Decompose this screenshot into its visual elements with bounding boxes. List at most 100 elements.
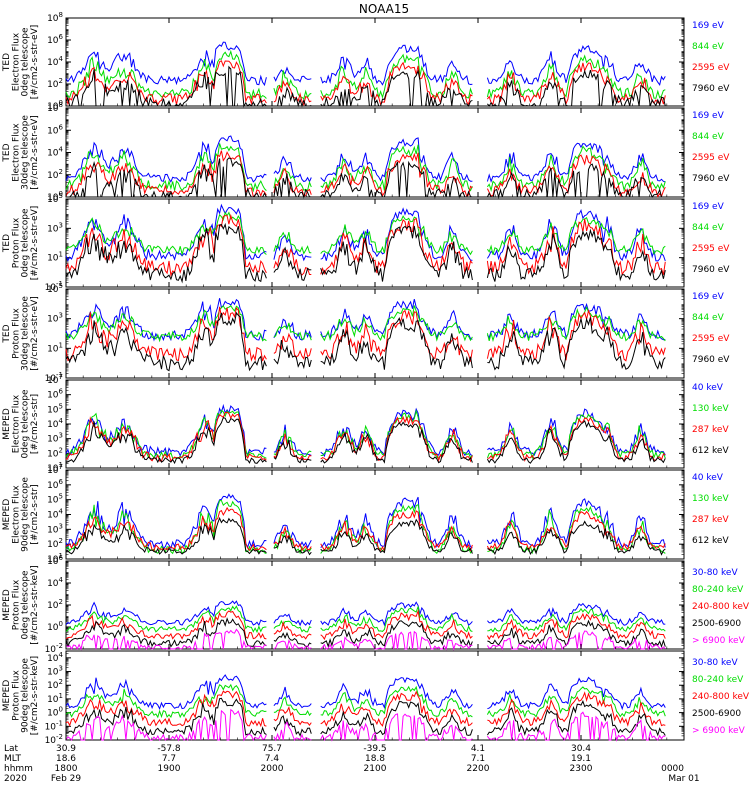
y-axis-label: TEDProton Flux30deg telescope[#/cm2-s-st… xyxy=(2,296,40,371)
y-tick-label: 100 xyxy=(47,706,63,719)
series-line-7960-ev xyxy=(65,222,666,284)
y-tick-label: 107 xyxy=(47,373,63,386)
series-line-612-kev xyxy=(65,516,666,556)
legend-label: > 6900 keV xyxy=(692,636,746,646)
series-line--6900-kev xyxy=(65,708,666,742)
footer-lat-value: 30.4 xyxy=(571,744,591,754)
y-tick-label: 10-2 xyxy=(45,733,63,746)
footer-lat-value: -57.8 xyxy=(157,744,181,754)
y-tick-label: 10-2 xyxy=(45,642,63,655)
legend: 40 keV 130 keV 287 keV 612 keV xyxy=(692,383,729,456)
legend-label: 612 keV xyxy=(692,536,729,546)
legend-label: 287 keV xyxy=(692,515,729,525)
panel-2: 100 102 104 106 108 TEDElectron Flux30deg tel… xyxy=(2,101,730,203)
footer-hhmm-value: 2200 xyxy=(467,764,490,774)
legend-label: 844 eV xyxy=(692,223,725,233)
legend: 30-80 keV 80-240 keV 240-800 keV 2500-6900 >… xyxy=(692,568,750,646)
series-line-240-800-kev xyxy=(65,690,666,728)
series-line-30-80-kev xyxy=(65,674,666,711)
legend-label: 287 keV xyxy=(692,425,729,435)
footer-mlt-value: 7.7 xyxy=(162,754,176,764)
y-tick-label: 106 xyxy=(47,123,63,136)
legend-label: 7960 eV xyxy=(692,355,730,365)
series-line-169-ev xyxy=(65,41,666,87)
y-tick-label: 101 xyxy=(47,461,63,474)
footer-hhmm-value: 1800 xyxy=(55,764,78,774)
series-line-2500-6900 xyxy=(65,697,666,737)
y-tick-label: 108 xyxy=(47,101,63,114)
legend: 30-80 keV 80-240 keV 240-800 keV 2500-6900 >… xyxy=(692,658,750,736)
footer-hhmm-value: 0000 xyxy=(661,764,684,774)
y-tick-label: 107 xyxy=(47,463,63,476)
y-tick-label: 102 xyxy=(47,537,63,550)
panel-7: 10-2 100 102 104 106 MEPEDProton Flux0deg tel… xyxy=(2,554,750,655)
legend-label: 40 keV xyxy=(692,383,724,393)
series-line-844-ev xyxy=(65,305,666,343)
y-tick-label: 10-1 xyxy=(45,280,63,293)
y-axis-label: TEDElectron Flux30deg telescope[#/cm2-s-… xyxy=(2,115,40,190)
series-line-7960-ev xyxy=(65,311,666,372)
panel-4: 10-1 101 103 105 TEDProton Flux30deg telesco… xyxy=(2,282,730,384)
legend-label: 7960 eV xyxy=(692,265,730,275)
footer-row-label: hhmm xyxy=(4,764,33,774)
series-line-612-kev xyxy=(65,416,666,465)
footer-hhmm-value: 2300 xyxy=(570,764,593,774)
y-tick-label: 103 xyxy=(47,312,63,325)
legend: 169 eV 844 eV 2595 eV 7960 eV xyxy=(692,21,730,94)
footer-mlt-value: 18.6 xyxy=(56,754,76,764)
legend-label: 80-240 keV xyxy=(692,585,744,595)
legend: 40 keV 130 keV 287 keV 612 keV xyxy=(692,473,729,546)
y-axis-label: MEPEDProton Flux0deg telescope[#/cm2-s-s… xyxy=(2,565,40,644)
series-line-130-kev xyxy=(65,409,666,460)
y-tick-label: 102 xyxy=(47,598,63,611)
y-tick-label: 108 xyxy=(47,11,63,24)
legend-label: 844 eV xyxy=(692,132,725,142)
y-tick-label: 104 xyxy=(47,576,63,589)
y-tick-label: 101 xyxy=(47,341,63,354)
series-line-7960-ev xyxy=(66,157,666,199)
y-tick-label: 104 xyxy=(47,651,63,664)
legend: 169 eV 844 eV 2595 eV 7960 eV xyxy=(692,292,730,365)
y-axis-ticks: 10-1 101 103 105 xyxy=(45,282,684,384)
legend-label: 2595 eV xyxy=(692,334,730,344)
y-tick-label: 102 xyxy=(47,168,63,181)
footer-hhmm-value: 2100 xyxy=(364,764,387,774)
legend-label: 169 eV xyxy=(692,111,725,121)
legend-label: 844 eV xyxy=(692,42,725,52)
footer-date-value: Mar 01 xyxy=(668,774,699,784)
chart-title: NOAA15 xyxy=(359,2,409,16)
legend-label: 612 keV xyxy=(692,446,729,456)
legend-label: 169 eV xyxy=(692,21,725,31)
series-line-80-240-kev xyxy=(65,605,666,634)
y-tick-label: 104 xyxy=(47,146,63,159)
y-axis-label: MEPEDElectron Flux90deg telescope[#/cm2-… xyxy=(2,477,40,552)
panel-frame xyxy=(65,469,685,560)
footer-date-value: Feb 29 xyxy=(51,774,82,784)
footer-mlt-value: 19.1 xyxy=(571,754,591,764)
y-tick-label: 103 xyxy=(47,432,63,445)
footer-row-label: Lat xyxy=(4,744,19,754)
footer-mlt-value: 18.8 xyxy=(365,754,385,764)
series-line-2595-ev xyxy=(65,150,666,198)
series-line-169-ev xyxy=(65,135,666,183)
y-tick-label: 106 xyxy=(47,33,63,46)
legend-label: > 6900 keV xyxy=(692,726,746,736)
legend-label: 2500-6900 xyxy=(692,619,741,629)
footer-hhmm-value: 1900 xyxy=(158,764,181,774)
series-line-2595-ev xyxy=(65,306,666,362)
y-tick-label: 106 xyxy=(47,554,63,567)
y-tick-label: 104 xyxy=(47,417,63,430)
y-tick-label: 105 xyxy=(47,282,63,295)
y-tick-label: 105 xyxy=(47,493,63,506)
series-line-2595-ev xyxy=(65,213,666,278)
legend-label: 80-240 keV xyxy=(692,675,744,685)
y-tick-label: 106 xyxy=(47,478,63,491)
y-tick-label: 10-1 xyxy=(45,371,63,384)
series-line-287-kev xyxy=(65,506,666,553)
y-axis-label: TEDElectron Flux0deg telescope[#/cm2-s-s… xyxy=(2,25,40,100)
y-tick-label: 100 xyxy=(47,190,63,203)
